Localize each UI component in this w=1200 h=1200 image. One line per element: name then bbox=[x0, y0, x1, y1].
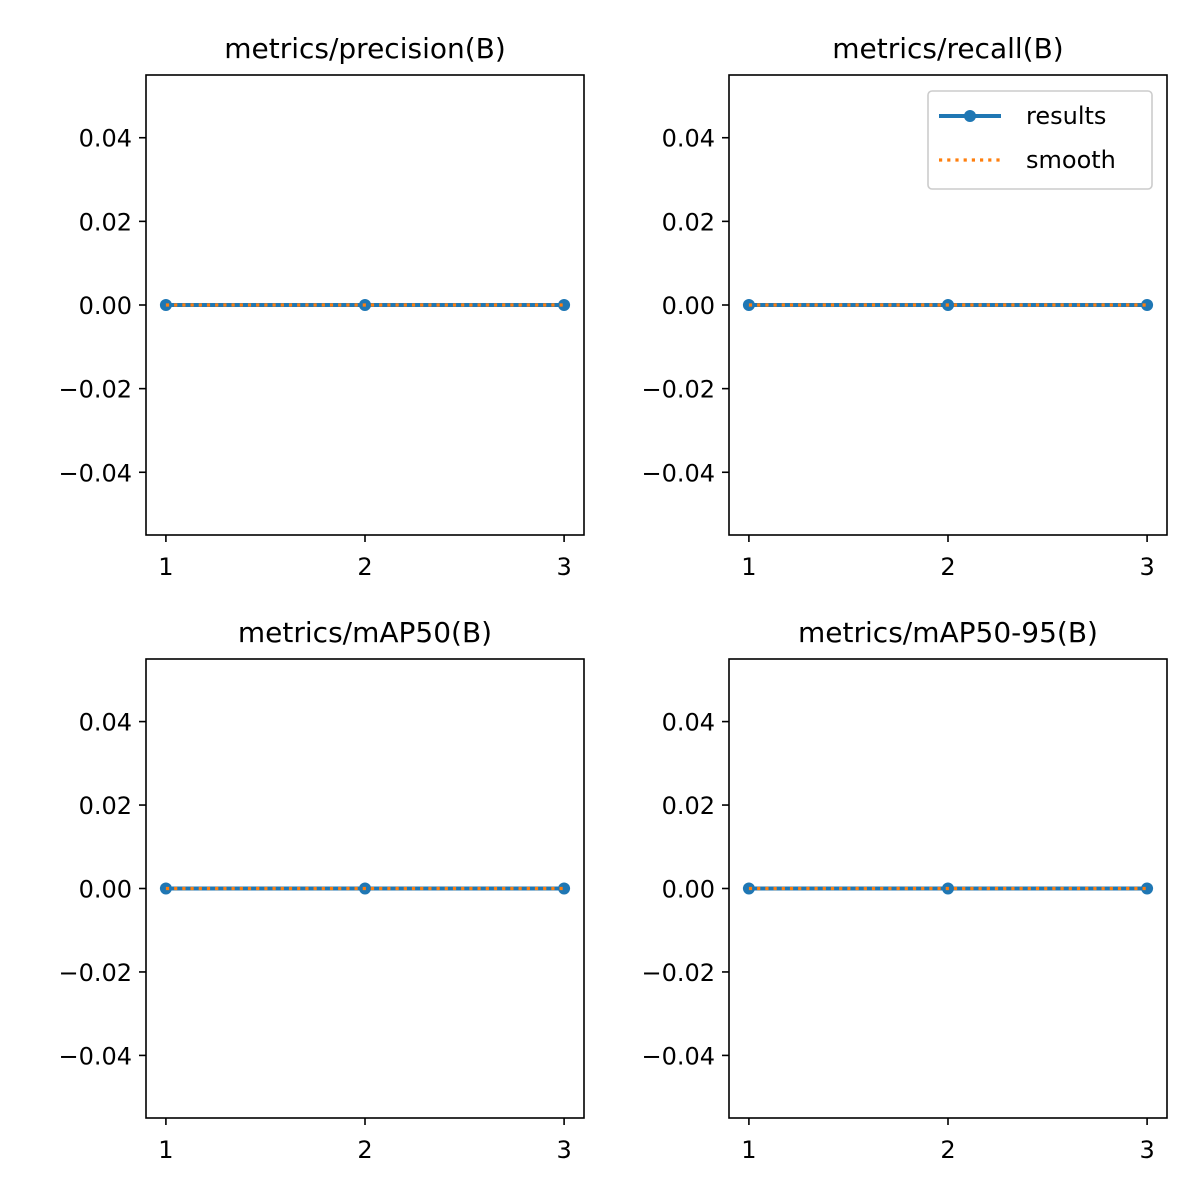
y-tick-label-recall: 0.04 bbox=[662, 125, 715, 153]
x-tick-label-map50-95: 2 bbox=[940, 1136, 955, 1164]
results-point-map50 bbox=[558, 882, 571, 895]
x-tick-label-map50: 3 bbox=[556, 1136, 571, 1164]
y-tick-label-map50-95: 0.04 bbox=[662, 709, 715, 737]
y-tick-label-precision: 0.02 bbox=[79, 208, 132, 236]
y-tick-label-recall: −0.02 bbox=[641, 376, 715, 404]
y-tick-label-map50: 0.00 bbox=[79, 876, 132, 904]
y-tick-label-map50-95: 0.02 bbox=[662, 792, 715, 820]
y-tick-label-recall: 0.00 bbox=[662, 292, 715, 320]
results-point-recall bbox=[1141, 299, 1154, 311]
x-tick-label-recall: 3 bbox=[1139, 553, 1154, 581]
x-tick-label-precision: 2 bbox=[357, 553, 372, 581]
y-tick-label-precision: 0.00 bbox=[79, 292, 132, 320]
x-tick-label-precision: 3 bbox=[556, 553, 571, 581]
legend-marker-results bbox=[964, 110, 976, 122]
legend-label-results: results bbox=[1026, 102, 1106, 130]
y-tick-label-recall: 0.02 bbox=[662, 208, 715, 236]
y-tick-label-map50: 0.04 bbox=[79, 709, 132, 737]
y-tick-label-recall: −0.04 bbox=[641, 459, 715, 487]
x-tick-label-recall: 1 bbox=[741, 553, 756, 581]
y-tick-label-precision: −0.02 bbox=[58, 376, 132, 404]
x-tick-label-map50: 2 bbox=[357, 1136, 372, 1164]
y-tick-label-map50: −0.02 bbox=[58, 959, 132, 987]
panel-title-map50-95: metrics/mAP50-95(B) bbox=[798, 616, 1098, 649]
y-tick-label-map50: 0.02 bbox=[79, 792, 132, 820]
y-tick-label-map50-95: 0.00 bbox=[662, 876, 715, 904]
panel-title-recall: metrics/recall(B) bbox=[832, 32, 1063, 65]
x-tick-label-map50-95: 1 bbox=[741, 1136, 756, 1164]
x-tick-label-precision: 1 bbox=[158, 553, 173, 581]
y-tick-label-map50-95: −0.02 bbox=[641, 959, 715, 987]
x-tick-label-map50-95: 3 bbox=[1139, 1136, 1154, 1164]
y-tick-label-map50-95: −0.04 bbox=[641, 1042, 715, 1070]
panel-title-precision: metrics/precision(B) bbox=[224, 32, 506, 65]
y-tick-label-precision: −0.04 bbox=[58, 459, 132, 487]
y-tick-label-precision: 0.04 bbox=[79, 125, 132, 153]
results-point-precision bbox=[558, 299, 571, 311]
y-tick-label-map50: −0.04 bbox=[58, 1042, 132, 1070]
x-tick-label-map50: 1 bbox=[158, 1136, 173, 1164]
x-tick-label-recall: 2 bbox=[940, 553, 955, 581]
legend-label-smooth: smooth bbox=[1026, 146, 1116, 174]
results-point-map50-95 bbox=[1141, 882, 1154, 895]
panel-title-map50: metrics/mAP50(B) bbox=[238, 616, 492, 649]
